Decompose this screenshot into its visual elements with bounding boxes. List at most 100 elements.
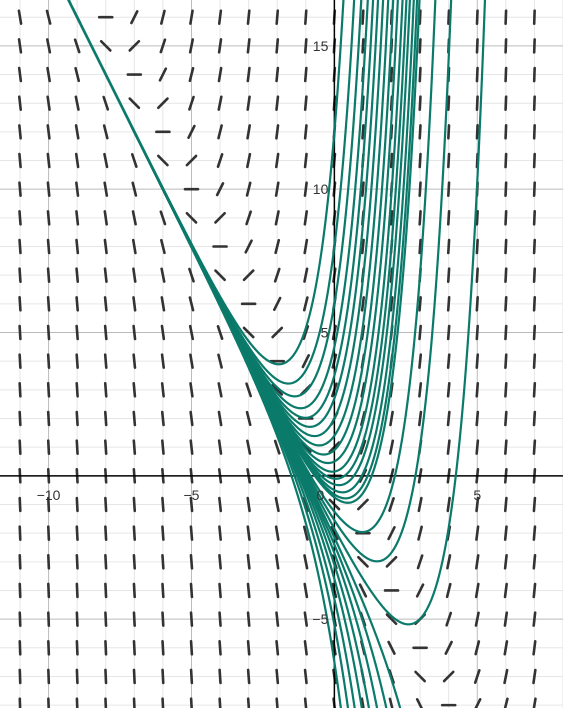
slope-segment [447, 95, 451, 111]
slope-segment [360, 382, 366, 398]
slope-segment [388, 497, 395, 512]
slope-segment [504, 382, 508, 398]
slope-segment [274, 496, 280, 513]
slope-segment [218, 668, 222, 685]
slope-segment [46, 324, 51, 341]
slope-segment [75, 210, 80, 226]
slope-segment [388, 697, 394, 708]
slope-segment [532, 582, 537, 599]
slope-segment [385, 613, 398, 626]
slope-segment [474, 611, 480, 627]
slope-segment [75, 353, 79, 369]
slope-segment [128, 97, 141, 110]
slope-segment [218, 582, 222, 599]
slope-segment [304, 9, 308, 25]
slope-segment [161, 640, 165, 656]
slope-segment [361, 124, 365, 140]
slope-segment [418, 353, 423, 369]
slope-segment [46, 439, 51, 455]
slope-segment [532, 267, 537, 283]
slope-segment [246, 697, 251, 708]
slope-segment [475, 439, 480, 455]
slope-segment [132, 410, 137, 427]
slope-segment [103, 382, 108, 398]
slope-segment [389, 152, 394, 169]
slope-segment [159, 38, 167, 54]
slope-segment [217, 38, 223, 54]
slope-segment [273, 296, 282, 311]
slope-segment [503, 554, 508, 570]
slope-segment [447, 152, 451, 169]
slope-segment [532, 181, 536, 197]
slope-segment [447, 9, 451, 25]
slope-segment [357, 498, 369, 511]
slope-segment [46, 353, 51, 369]
slope-segment [532, 382, 537, 398]
slope-segment [446, 382, 451, 398]
slope-segment [75, 525, 79, 541]
slope-segment [275, 124, 280, 140]
slope-segment [104, 439, 108, 455]
slope-segment [217, 124, 223, 140]
slope-segment [104, 496, 108, 513]
slope-segment [246, 38, 251, 54]
slope-segment [275, 668, 280, 685]
slope-segment [161, 554, 165, 570]
slope-segment [475, 382, 480, 398]
slope-segment [132, 554, 137, 570]
slope-segment [446, 439, 451, 455]
slope-segment [218, 611, 222, 627]
slope-segment [274, 238, 281, 255]
slope-segment [18, 353, 22, 369]
slope-segment [445, 582, 452, 599]
slope-segment [160, 382, 165, 398]
slope-segment [132, 668, 136, 685]
slope-segment [475, 95, 479, 111]
slope-segment [47, 554, 51, 570]
slope-segment [46, 152, 51, 169]
slope-segment [504, 95, 508, 111]
slope-segment [475, 124, 479, 140]
slope-segment [104, 611, 108, 627]
slope-segment [532, 611, 537, 627]
slope-segment [185, 154, 198, 167]
slope-segment [103, 152, 109, 169]
slope-segment [303, 582, 309, 599]
slope-segment [46, 267, 51, 283]
slope-segment [503, 525, 508, 541]
slope-segment [475, 496, 480, 513]
slope-segment [104, 582, 108, 599]
slope-segment [274, 210, 280, 226]
slope-segment [446, 267, 451, 283]
slope-segment [389, 410, 394, 427]
slope-segment [103, 238, 108, 255]
slope-segment [75, 582, 79, 599]
slope-segment [387, 640, 396, 655]
slope-segment [474, 698, 482, 708]
x-tick-label: 0 [316, 487, 324, 503]
slope-segment [246, 554, 251, 570]
slope-segment [475, 410, 480, 427]
slope-segment [132, 582, 136, 599]
slope-segment [17, 95, 23, 111]
slope-segment [361, 95, 365, 111]
slope-segment [360, 296, 366, 312]
slope-segment [189, 668, 194, 685]
slope-segment [188, 95, 195, 111]
slope-segment [504, 324, 508, 341]
slope-segment [132, 697, 136, 708]
slope-segment [187, 124, 196, 139]
slope-segment [161, 668, 165, 685]
slope-segment [303, 267, 309, 283]
slope-segment [47, 582, 51, 599]
slope-segment [157, 97, 169, 110]
slope-segment [503, 611, 509, 627]
slope-segment [447, 124, 451, 140]
slope-segment [360, 697, 365, 708]
slope-segment [418, 382, 423, 398]
slope-segment [246, 582, 251, 599]
slope-segment [75, 410, 79, 427]
slope-segment [301, 354, 310, 369]
slope-segment [188, 324, 195, 341]
slope-segment [103, 181, 109, 197]
